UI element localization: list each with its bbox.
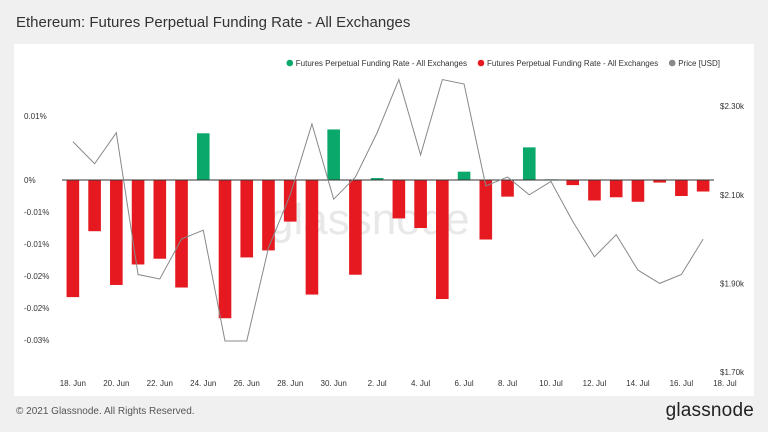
funding-bar-5 bbox=[175, 180, 188, 288]
funding-bar-0 bbox=[66, 180, 80, 298]
funding-bar-27 bbox=[653, 180, 666, 183]
funding-bar-2 bbox=[110, 180, 123, 285]
x-tick-14: 16. Jul bbox=[670, 379, 694, 388]
funding-bar-11 bbox=[305, 180, 319, 295]
chart-legend: Price [USD] Futures Perpetual Funding Rat… bbox=[286, 59, 720, 68]
copyright-text: © 2021 Glassnode. All Rights Reserved. bbox=[16, 406, 195, 417]
funding-bar-26 bbox=[631, 180, 645, 202]
funding-bar-21 bbox=[522, 147, 536, 180]
funding-bar-25 bbox=[609, 180, 623, 198]
x-tick-10: 8. Jul bbox=[498, 379, 517, 388]
x-tick-8: 4. Jul bbox=[411, 379, 430, 388]
funding-bar-29 bbox=[696, 180, 710, 192]
funding-bar-19 bbox=[479, 180, 493, 240]
funding-bar-15 bbox=[392, 180, 406, 219]
y-left-tick-1: 0% bbox=[24, 176, 36, 185]
legend-dot-1 bbox=[477, 59, 485, 67]
x-tick-5: 28. Jun bbox=[277, 379, 303, 388]
y-left-tick-2: -0.01% bbox=[24, 208, 49, 217]
y-axis-right: $2.30k $2.10k $1.90k $1.70k bbox=[720, 102, 745, 377]
x-tick-6: 30. Jun bbox=[321, 379, 347, 388]
y-right-tick-0: $2.30k bbox=[720, 102, 745, 111]
funding-bar-14 bbox=[370, 178, 384, 180]
chart-card: glassnode Price [USD] Futures Perpetual F… bbox=[14, 44, 754, 396]
x-axis: 18. Jun 20. Jun 22. Jun 24. Jun 26. Jun 28. J… bbox=[60, 379, 737, 388]
y-left-tick-3: -0.01% bbox=[24, 240, 49, 249]
funding-bar-20 bbox=[501, 180, 514, 197]
funding-bar-8 bbox=[240, 180, 254, 258]
x-tick-4: 26. Jun bbox=[234, 379, 260, 388]
funding-rate-bars bbox=[66, 129, 710, 319]
x-tick-2: 22. Jun bbox=[147, 379, 173, 388]
funding-bar-13 bbox=[349, 180, 362, 275]
funding-bar-18 bbox=[457, 171, 471, 180]
x-tick-1: 20. Jun bbox=[103, 379, 129, 388]
legend-label-2: Price [USD] bbox=[678, 59, 720, 68]
y-right-tick-2: $1.90k bbox=[720, 279, 745, 288]
legend-dot-0 bbox=[286, 59, 294, 67]
y-axis-left: 0.01% 0% -0.01% -0.01% -0.02% -0.02% -0.03% bbox=[24, 112, 49, 345]
x-tick-0: 18. Jun bbox=[60, 379, 86, 388]
funding-bar-28 bbox=[675, 180, 688, 196]
chart-title: Ethereum: Futures Perpetual Funding Rate… bbox=[16, 14, 411, 31]
funding-bar-9 bbox=[262, 180, 275, 251]
funding-bar-16 bbox=[414, 180, 427, 228]
funding-bar-4 bbox=[153, 180, 167, 259]
funding-bar-23 bbox=[566, 180, 580, 186]
funding-rate-chart[interactable]: glassnode Price [USD]Futures Perpetual F… bbox=[14, 44, 754, 396]
x-tick-3: 24. Jun bbox=[190, 379, 216, 388]
legend-label-1: Futures Perpetual Funding Rate - All Exc… bbox=[487, 59, 658, 68]
x-tick-13: 14. Jul bbox=[626, 379, 650, 388]
x-tick-11: 10. Jul bbox=[539, 379, 563, 388]
brand-logo: glassnode bbox=[665, 400, 754, 421]
funding-bar-7 bbox=[218, 180, 232, 319]
funding-bar-10 bbox=[283, 180, 297, 222]
funding-bar-12 bbox=[327, 129, 340, 180]
x-tick-7: 2. Jul bbox=[368, 379, 387, 388]
funding-bar-17 bbox=[436, 180, 449, 300]
funding-bar-1 bbox=[88, 180, 101, 232]
y-left-tick-6: -0.03% bbox=[24, 336, 49, 345]
funding-bar-24 bbox=[588, 180, 601, 201]
y-right-tick-3: $1.70k bbox=[720, 368, 745, 377]
y-left-tick-0: 0.01% bbox=[24, 112, 47, 121]
funding-bar-6 bbox=[196, 133, 210, 180]
price-line bbox=[72, 78, 704, 342]
funding-bar-3 bbox=[131, 180, 145, 265]
y-left-tick-4: -0.02% bbox=[24, 272, 49, 281]
y-left-tick-5: -0.02% bbox=[24, 304, 49, 313]
x-tick-9: 6. Jul bbox=[455, 379, 474, 388]
x-tick-12: 12. Jul bbox=[583, 379, 607, 388]
y-right-tick-1: $2.10k bbox=[720, 191, 745, 200]
x-tick-15: 18. Jul bbox=[713, 379, 737, 388]
legend-dot-2 bbox=[668, 59, 676, 67]
legend-label-0: Futures Perpetual Funding Rate - All Exc… bbox=[296, 59, 467, 68]
